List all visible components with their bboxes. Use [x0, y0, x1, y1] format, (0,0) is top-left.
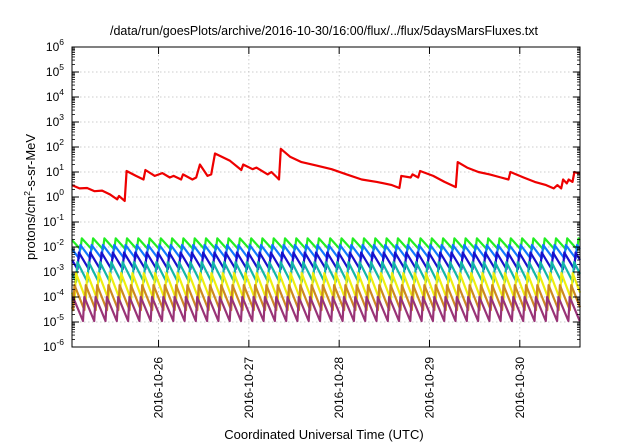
y-tick-label: 106 [46, 37, 64, 54]
x-tick-label: 2016-10-26 [152, 357, 166, 419]
x-axis: 2016-10-26 2016-10-27 2016-10-28 2016-10-29… [152, 47, 527, 418]
x-tick-label: 2016-10-29 [422, 357, 436, 419]
x-axis-label: Coordinated Universal Time (UTC) [224, 427, 423, 442]
y-axis: 10-6 10-5 10-4 10-3 10-2 10-1 100 101 102 103 104 1… [43, 37, 580, 354]
y-tick-label: 102 [46, 137, 64, 154]
y-tick-label: 104 [46, 87, 64, 104]
y-tick-label: 10-5 [43, 312, 64, 329]
y-tick-label: 105 [46, 62, 64, 79]
series-line [71, 147, 581, 202]
x-tick-label: 2016-10-30 [513, 357, 527, 419]
chart-title: /data/run/goesPlots/archive/2016-10-30/1… [110, 24, 539, 38]
y-tick-label: 100 [46, 187, 64, 204]
y-tick-label: 10-4 [43, 287, 64, 304]
y-tick-label: 101 [46, 162, 64, 179]
x-tick-label: 2016-10-27 [242, 357, 256, 419]
y-tick-label: 103 [46, 112, 64, 129]
y-tick-label: 10-6 [43, 337, 64, 354]
y-tick-label: 10-1 [43, 212, 64, 229]
series-line [71, 295, 581, 323]
y-axis-label: protons/cm2-s-sr-MeV [22, 134, 38, 260]
y-tick-label: 10-3 [43, 262, 64, 279]
x-tick-label: 2016-10-28 [332, 357, 346, 419]
y-tick-label: 10-2 [43, 237, 64, 254]
plot-area [70, 147, 582, 323]
